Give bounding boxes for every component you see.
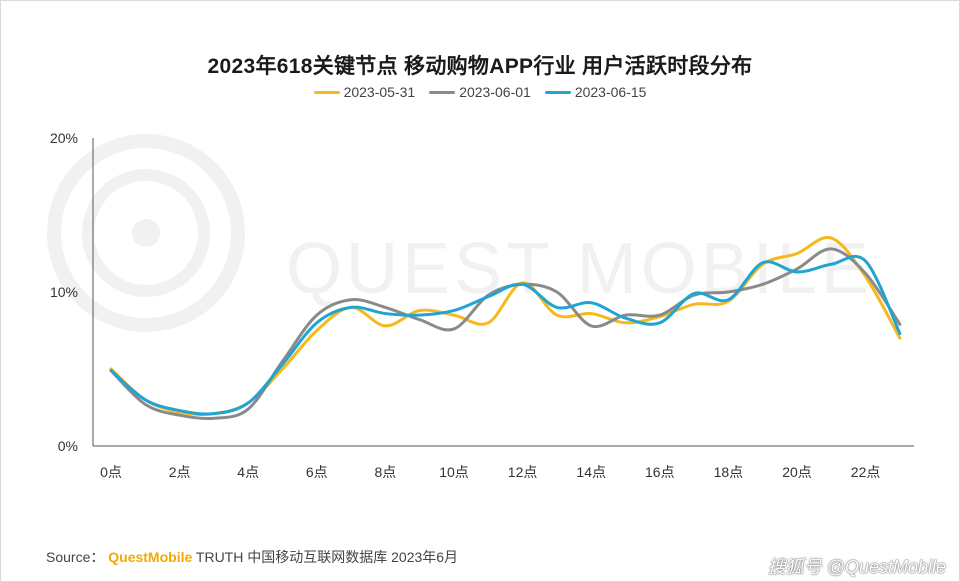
x-tick-label: 12点: [508, 464, 538, 480]
watermark-ring-inner: [82, 169, 210, 297]
legend-swatch: [313, 90, 340, 94]
x-tick-label: 14点: [576, 464, 606, 480]
chart-title: 2023年618关键节点 移动购物APP行业 用户活跃时段分布: [207, 55, 753, 78]
legend: 2023-05-31 2023-06-01 2023-06-15: [0, 84, 960, 100]
source-suffix: TRUTH 中国移动互联网数据库 2023年6月: [195, 549, 459, 565]
legend-swatch: [544, 90, 571, 94]
x-tick-label: 2点: [169, 464, 191, 480]
legend-item: 2023-06-15: [544, 84, 647, 100]
series-lines: [109, 235, 902, 421]
corner-watermark-site: 搜狐号: [767, 557, 822, 577]
source-brand: QuestMobile: [108, 549, 193, 565]
legend-item: 2023-05-31: [313, 84, 416, 100]
corner-watermark: 搜狐号 @QuestMobile: [768, 553, 946, 579]
legend-label: 2023-06-01: [459, 84, 531, 100]
x-tick-label: 6点: [306, 464, 328, 480]
watermark-dot: [132, 219, 160, 247]
watermark-text: QUEST MOBILE: [286, 229, 873, 309]
x-tick-label: 20点: [782, 464, 812, 480]
y-tick-label: 10%: [50, 284, 78, 300]
series-line-2023-06-15: [109, 255, 902, 416]
x-tick-label: 4点: [237, 464, 259, 480]
x-tick-label: 22点: [851, 464, 881, 480]
legend-item: 2023-06-01: [429, 84, 531, 100]
x-tick-label: 0点: [100, 464, 122, 480]
y-tick-label: 0%: [58, 438, 78, 454]
y-tick-label: 20%: [50, 130, 78, 146]
watermark: QUEST MOBILE: [47, 134, 873, 332]
source-prefix: Source：: [46, 549, 105, 565]
x-tick-label: 10点: [439, 464, 469, 480]
axes: 0% 10% 20% 0点 2点 4点 6点 8点 10点 12点 14点 16点 18点 20点 22点: [50, 130, 914, 480]
source-footer: Source： QuestMobile TRUTH 中国移动互联网数据库 202…: [46, 547, 458, 567]
x-tick-label: 16点: [645, 464, 675, 480]
legend-label: 2023-06-15: [574, 84, 647, 100]
corner-watermark-handle: @QuestMobile: [826, 557, 946, 577]
legend-swatch: [429, 90, 456, 94]
x-tick-label: 18点: [714, 464, 744, 480]
x-tick-label: 8点: [375, 464, 397, 480]
watermark-ring: [47, 134, 245, 332]
legend-label: 2023-05-31: [343, 84, 416, 100]
